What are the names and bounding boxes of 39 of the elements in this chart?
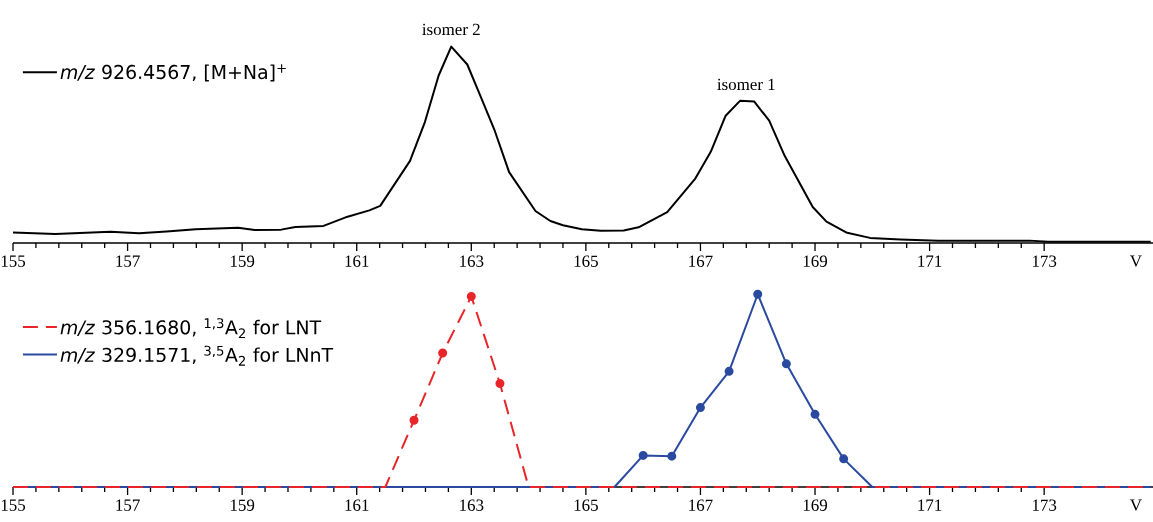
x-axis-title: V <box>1129 255 1142 267</box>
legend-label: m/z 926.4567, [M+Na]$^{+}$ <box>60 64 286 82</box>
point <box>695 403 705 413</box>
point <box>638 450 648 460</box>
x-tick-label: 155 <box>1 499 26 511</box>
point <box>781 359 791 369</box>
legend-label: m/z 356.1680, $^{1,3}$A$_{2}$ for LNT <box>60 318 322 339</box>
x-tick-label: 171 <box>918 499 942 511</box>
point <box>667 451 677 461</box>
point <box>438 348 448 358</box>
x-tick-label: 167 <box>689 255 713 267</box>
x-tick-label: 157 <box>116 255 140 267</box>
x-tick-label: 161 <box>345 499 369 511</box>
x-tick-label: 163 <box>460 255 484 267</box>
x-tick-label: 161 <box>345 255 369 267</box>
x-tick-label: 173 <box>1032 255 1057 267</box>
x-axis-title: V <box>1129 499 1142 511</box>
x-tick-label: 169 <box>803 499 828 511</box>
x-tick-label: 157 <box>116 499 140 511</box>
x-tick-label: 173 <box>1032 499 1057 511</box>
x-tick-label: 159 <box>230 499 255 511</box>
point <box>409 415 419 425</box>
point <box>495 378 505 388</box>
annotation: isomer 2 <box>422 23 480 36</box>
x-tick-label: 163 <box>460 499 484 511</box>
x-tick-label: 165 <box>574 499 598 511</box>
point <box>724 366 734 376</box>
x-tick-label: 155 <box>1 255 26 267</box>
x-tick-label: 171 <box>918 255 942 267</box>
annotation: isomer 1 <box>717 78 775 91</box>
point <box>810 409 820 419</box>
legend-label: m/z 329.1571, $^{3,5}$A$_{2}$ for LNnT <box>60 345 334 366</box>
x-tick-label: 165 <box>574 255 598 267</box>
point <box>753 289 763 299</box>
x-tick-label: 159 <box>230 255 255 267</box>
point <box>466 291 476 301</box>
point <box>839 454 849 464</box>
x-tick-label: 167 <box>689 499 713 511</box>
x-tick-label: 169 <box>803 255 828 267</box>
